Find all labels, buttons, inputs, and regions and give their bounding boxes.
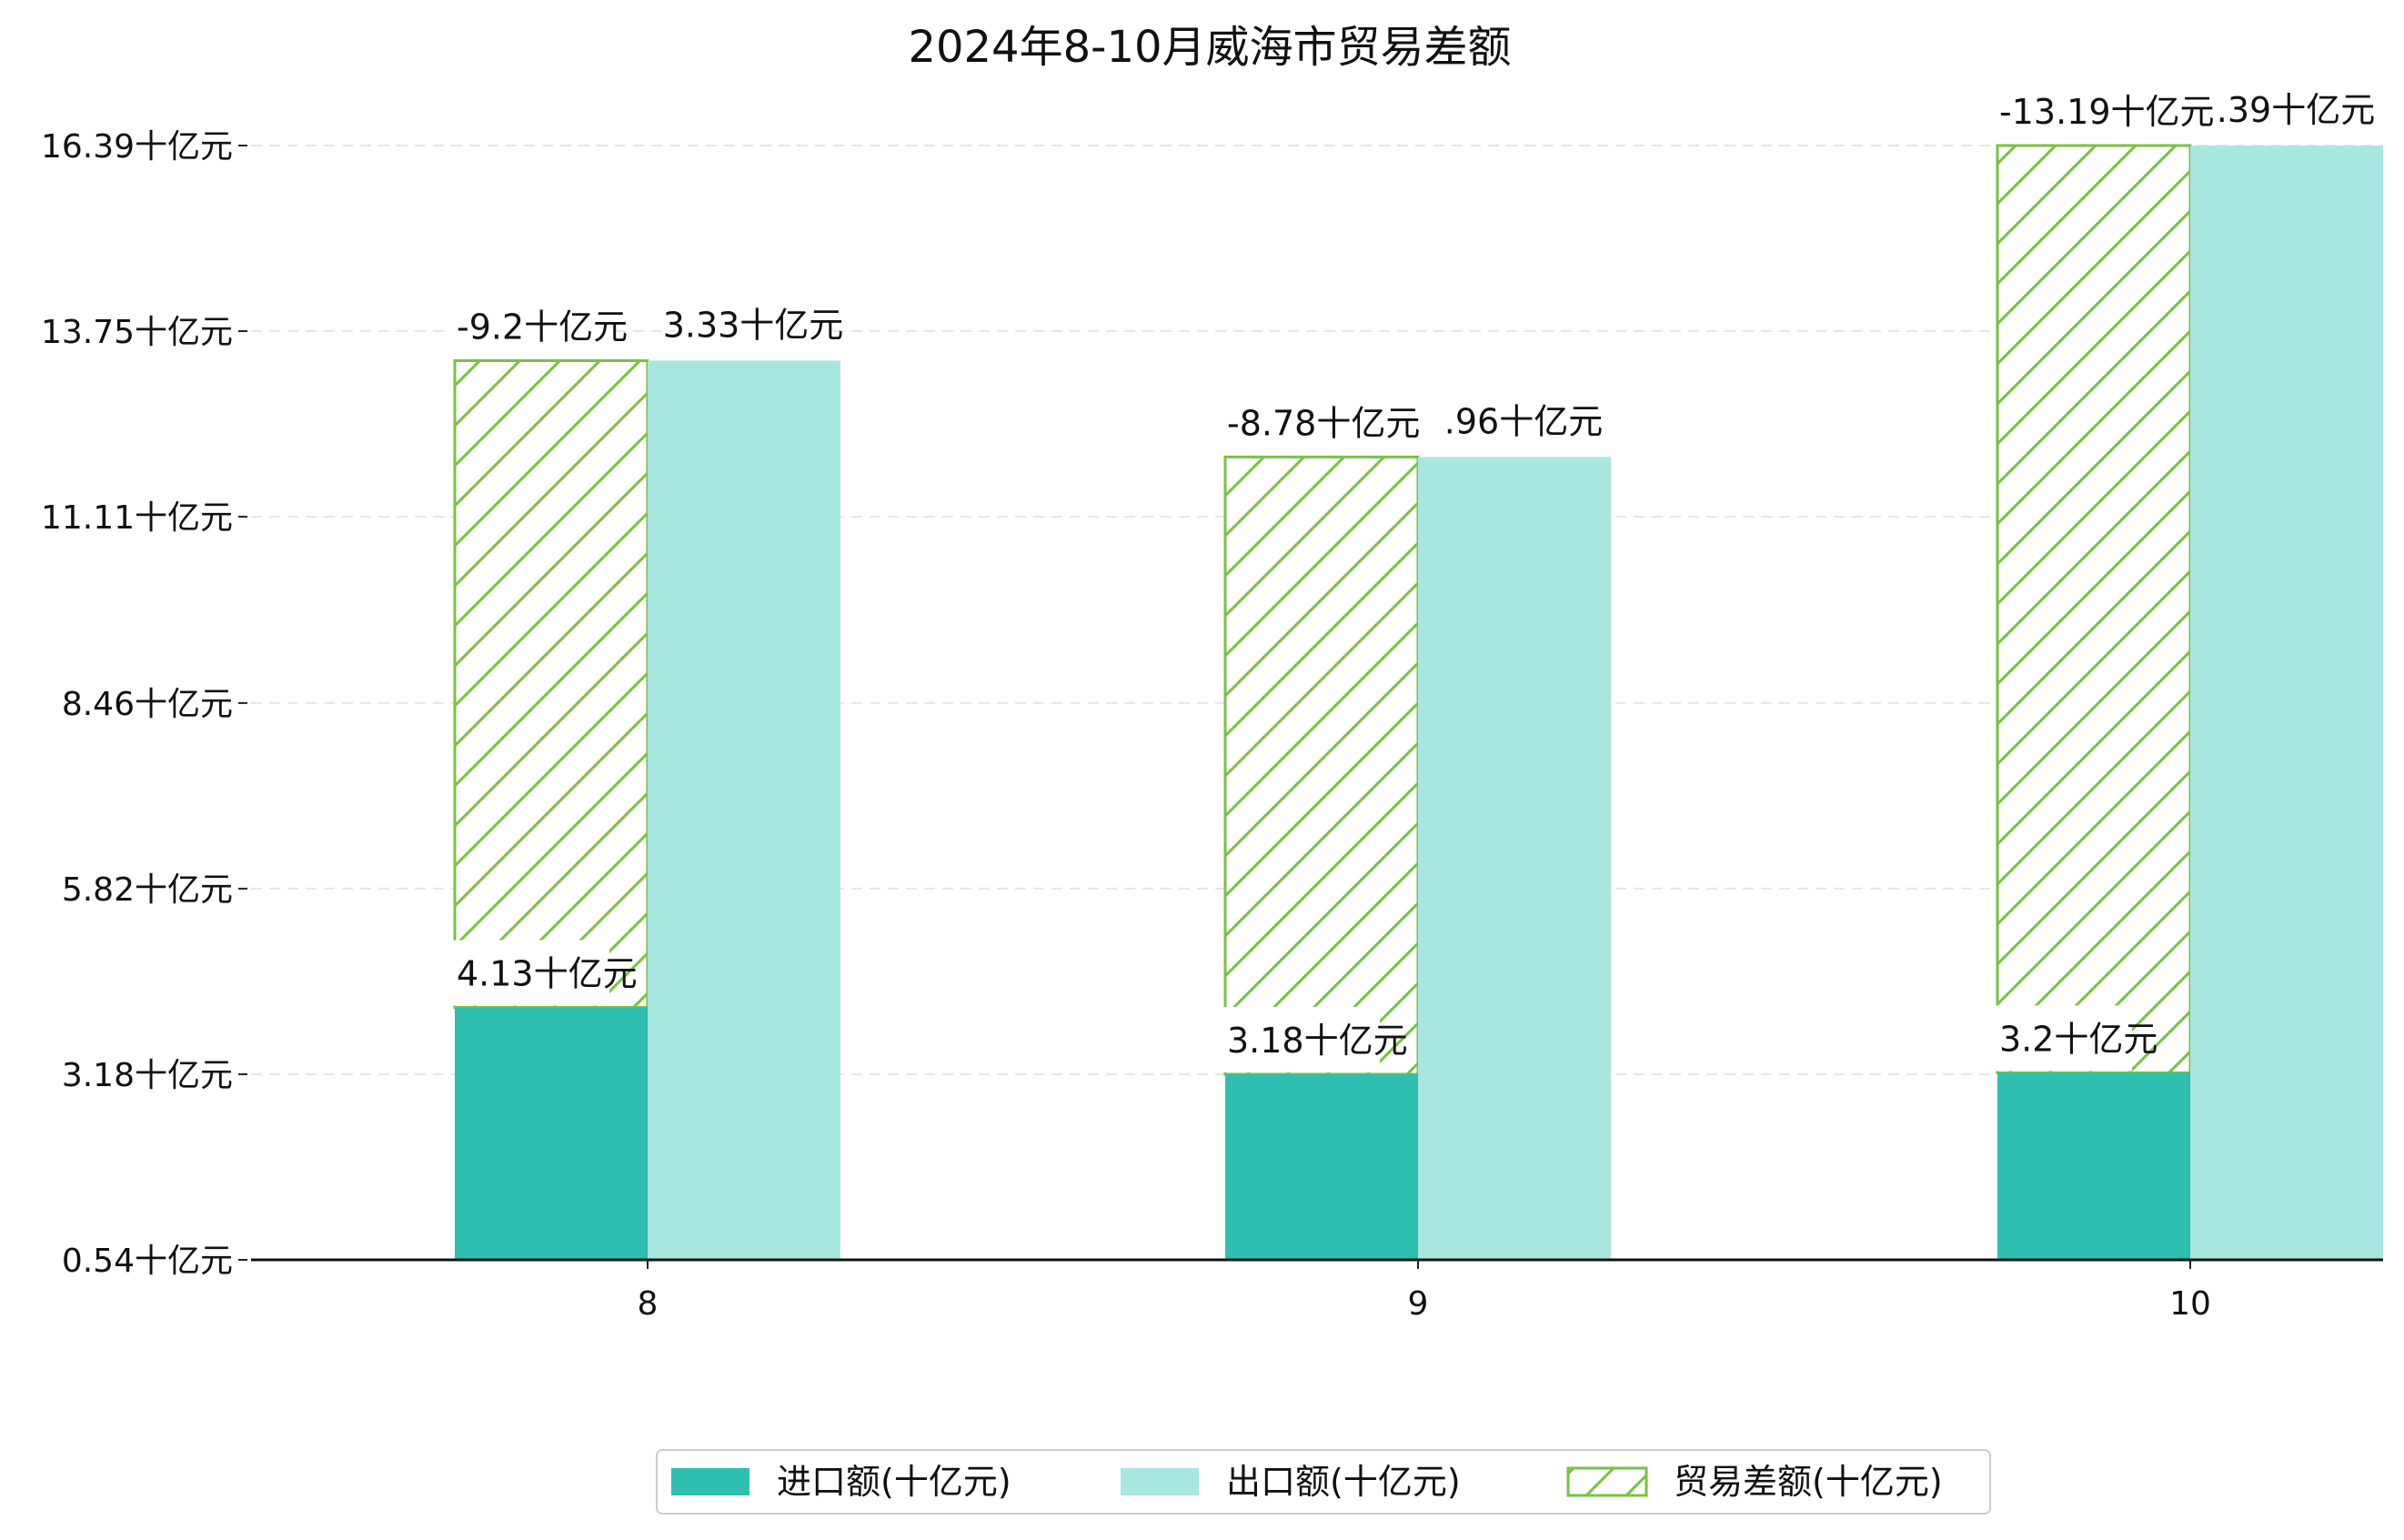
y-tick-label: 16.39十亿元 bbox=[41, 128, 233, 166]
export-value-label: .96十亿元 bbox=[1444, 401, 1603, 441]
balance-value-label: -13.19十亿元 bbox=[1999, 92, 2215, 132]
export-value-label: 3.33十亿元 bbox=[663, 305, 844, 345]
export-value-label-bg bbox=[674, 291, 832, 357]
legend-label: 出口额(十亿元) bbox=[1226, 1462, 1461, 1502]
chart-title: 2024年8-10月威海市贸易差额 bbox=[908, 22, 1511, 73]
legend-swatch bbox=[1121, 1468, 1199, 1495]
balance-bar bbox=[1996, 144, 2192, 1074]
y-tick-label: 11.11十亿元 bbox=[41, 499, 233, 537]
import-bar bbox=[455, 1007, 648, 1260]
export-value-label-bg bbox=[1454, 388, 1593, 454]
y-tick-label: 3.18十亿元 bbox=[62, 1057, 233, 1094]
export-bar bbox=[648, 360, 840, 1260]
legend-swatch bbox=[1566, 1466, 1648, 1497]
legend-swatch bbox=[671, 1468, 749, 1495]
y-tick-label: 13.75十亿元 bbox=[41, 314, 233, 351]
axis-layer: 0.54十亿元 3.18十亿元 5.82十亿元 8.46十亿元 11.11十亿元 13.7… bbox=[41, 128, 2383, 1323]
import-value-label: 4.13十亿元 bbox=[457, 954, 638, 994]
balance-value-label: -8.78十亿元 bbox=[1227, 403, 1420, 443]
balance-value-label-bg bbox=[1222, 389, 1400, 456]
import-value-label-bg bbox=[451, 940, 609, 1006]
legend-item-balance: 贸易差额(十亿元) bbox=[1566, 1462, 1943, 1502]
import-bar bbox=[1997, 1072, 2190, 1260]
balance-value-label: -9.2十亿元 bbox=[457, 307, 628, 347]
x-tick-label: 10 bbox=[2169, 1285, 2211, 1323]
import-bar bbox=[1225, 1073, 1418, 1260]
import-value-label: 3.2十亿元 bbox=[1999, 1019, 2158, 1059]
balance-value-label-bg bbox=[1994, 78, 2192, 144]
legend-frame bbox=[656, 1449, 1991, 1515]
legend-label: 贸易差额(十亿元) bbox=[1674, 1462, 1943, 1502]
balance-value-label-bg bbox=[451, 293, 609, 359]
export-value-label-bg bbox=[2227, 76, 2365, 142]
import-value-label: 3.18十亿元 bbox=[1227, 1021, 1408, 1061]
legend-label: 进口额(十亿元) bbox=[777, 1462, 1011, 1502]
export-bar bbox=[2190, 146, 2383, 1260]
legend-item-import: 进口额(十亿元) bbox=[671, 1462, 1011, 1502]
balance-bar bbox=[1223, 455, 1420, 1076]
legend-item-export: 出口额(十亿元) bbox=[1121, 1462, 1461, 1502]
legend: 进口额(十亿元) 出口额(十亿元) 贸易差额(十亿元) bbox=[656, 1449, 1991, 1515]
x-tick-label: 8 bbox=[638, 1285, 659, 1323]
export-value-label: .39十亿元 bbox=[2217, 90, 2375, 130]
y-tick-label: 8.46十亿元 bbox=[62, 686, 233, 723]
y-tick-label: 5.82十亿元 bbox=[62, 871, 233, 909]
import-value-label-bg bbox=[1222, 1006, 1380, 1072]
y-tick-label: 0.54十亿元 bbox=[62, 1243, 233, 1280]
data-labels-layer: 4.13十亿元 -9.2十亿元 3.33十亿元 3.18十亿元 -8.78十亿元 .96十… bbox=[451, 76, 2375, 1072]
export-bar bbox=[1418, 457, 1611, 1260]
bars-layer bbox=[453, 144, 2383, 1260]
import-value-label-bg bbox=[1994, 1005, 2132, 1072]
x-tick-label: 9 bbox=[1408, 1285, 1429, 1323]
balance-bar bbox=[453, 358, 649, 1010]
